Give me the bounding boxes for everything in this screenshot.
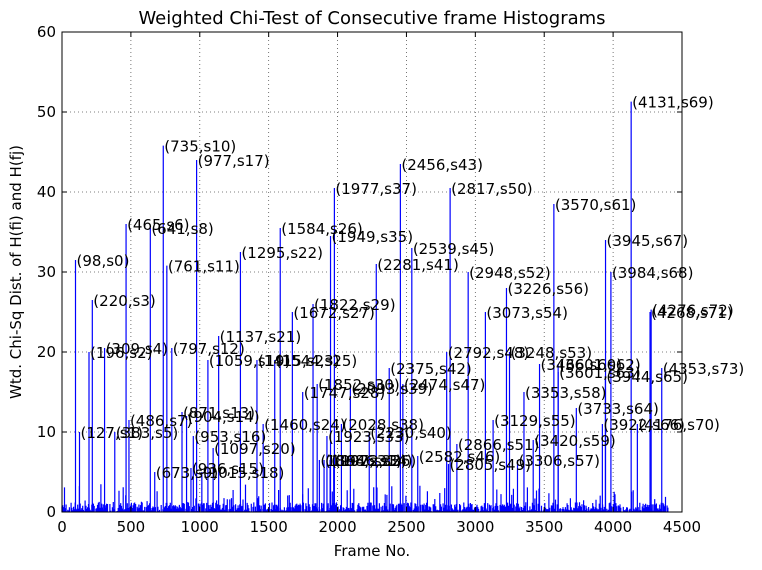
grid — [62, 32, 682, 512]
peak-label: (3248,s53) — [511, 344, 593, 362]
peak-label: (1822,s29) — [314, 296, 396, 314]
peak-label: (761,s11) — [168, 258, 240, 276]
x-tick-label: 3000 — [456, 518, 494, 536]
y-tick-label: 60 — [37, 23, 56, 41]
peak-label: (1747,s28) — [304, 384, 386, 402]
peak-label: (3601,s62) — [559, 356, 641, 374]
peak-label: (1460,s24) — [264, 416, 346, 434]
x-tick-label: 2500 — [387, 518, 425, 536]
peak-label: (1902,s32) — [325, 452, 407, 470]
peak-label: (3601,s63) — [559, 364, 641, 382]
peak-label: (2281,s41) — [377, 256, 459, 274]
peak-label: (2792,s48) — [448, 344, 530, 362]
peak-label: (4268,s71) — [651, 304, 733, 322]
peak-label: (3733,s64) — [577, 400, 659, 418]
peak-label: (2474,s47) — [404, 376, 486, 394]
peak-label: (2230,s40) — [370, 424, 452, 442]
peak-label: (936,s15) — [192, 460, 264, 478]
y-tick-label: 40 — [37, 183, 56, 201]
peak-label: (1923,s33) — [328, 428, 410, 446]
peak-label: (1544,s25) — [276, 352, 358, 370]
peak-label: (2582,s46) — [419, 448, 501, 466]
peak-label: (2866,s51) — [458, 436, 540, 454]
peak-label: (127,s1) — [80, 424, 142, 442]
peak-label: (2948,s52) — [469, 264, 551, 282]
peak-label: (1097,s20) — [214, 440, 296, 458]
peak-label: (3129,s55) — [494, 412, 576, 430]
peak-label: (1972,s36) — [335, 452, 417, 470]
peak-label: (3353,s58) — [525, 384, 607, 402]
peak-label: (1672,s27) — [293, 304, 375, 322]
peak-label: (797,s12) — [173, 340, 245, 358]
x-tick-label: 2000 — [318, 518, 356, 536]
x-tick-label: 4000 — [594, 518, 632, 536]
peak-label: (871,s13) — [183, 404, 255, 422]
peak-label: (1946,s34) — [331, 452, 413, 470]
x-tick-label: 500 — [117, 518, 146, 536]
peak-label: (1949,s35) — [332, 228, 414, 246]
peak-label: (673,s9) — [156, 464, 218, 482]
peak-label: (3466,s60) — [541, 356, 623, 374]
peak-label: (3226,s56) — [507, 280, 589, 298]
peak-label: (2805,s49) — [449, 456, 531, 474]
x-tick-label: 1500 — [250, 518, 288, 536]
peak-label: (2456,s43) — [401, 156, 483, 174]
peak-label: (309,s4) — [106, 340, 168, 358]
peak-labels: (98,s0) (127,s1) (196,s2) (220,s3) (309,s4) (… — [77, 94, 745, 482]
peak-label: (3073,s54) — [486, 304, 568, 322]
peak-label: (3570,s61) — [555, 196, 637, 214]
y-tick-label: 20 — [37, 343, 56, 361]
x-tick-label: 3500 — [525, 518, 563, 536]
axis-ticks: 0 500 1000 1500 2000 2500 3000 3500 4000 4500 0 10 2… — [37, 23, 701, 536]
y-tick-label: 0 — [46, 503, 56, 521]
peak-label: (1059,s19) — [209, 352, 291, 370]
peak-label: (3306,s57) — [518, 452, 600, 470]
peak-label: (4353,s73) — [663, 360, 745, 378]
y-tick-label: 10 — [37, 423, 56, 441]
peak-label: (1852,s30) — [318, 376, 400, 394]
y-axis-label: Wtd. Chi-Sq Dist. of H(fi) and H(fj) — [7, 145, 25, 399]
peak-label: (3944,s65) — [606, 368, 688, 386]
peak-label: (1584,s26) — [281, 220, 363, 238]
peak-label: (2375,s42) — [390, 360, 472, 378]
peak-label: (2028,s38) — [342, 416, 424, 434]
peak-label: (1295,s22) — [241, 244, 323, 262]
chart-title: Weighted Chi-Test of Consecutive frame H… — [138, 8, 605, 29]
peak-label: (2093,s39) — [351, 380, 433, 398]
peak-label: (3945,s67) — [607, 232, 689, 250]
peak-label: (1868,s31) — [320, 452, 402, 470]
x-tick-label: 4500 — [663, 518, 701, 536]
x-tick-label: 0 — [57, 518, 67, 536]
y-tick-label: 50 — [37, 103, 56, 121]
peak-label: (1015,s18) — [203, 464, 285, 482]
peak-label: (1415,s23) — [258, 352, 340, 370]
peak-label: (2539,s45) — [413, 240, 495, 258]
peak-label: (383,s5) — [116, 424, 178, 442]
peak-label: (4276,s72) — [652, 302, 734, 320]
peak-label: (465,s6) — [127, 216, 189, 234]
peak-label: (3984,s68) — [612, 264, 694, 282]
baseline-noise — [61, 484, 669, 512]
x-tick-label: 1000 — [181, 518, 219, 536]
peak-label: (3420,s59) — [534, 432, 616, 450]
peak-label: (4131,s69) — [632, 94, 714, 112]
peak-label: (953,s16) — [194, 428, 266, 446]
peak-label: (3922,s66) — [603, 416, 685, 434]
y-tick-label: 30 — [37, 263, 56, 281]
peak-label: (735,s10) — [164, 138, 236, 156]
peak-label: (641,s8) — [151, 220, 213, 238]
peak-label: (1977,s37) — [335, 180, 417, 198]
peak-label: (904,s14) — [188, 408, 260, 426]
peak-label: (486,s7) — [130, 412, 192, 430]
peak-label: (220,s3) — [93, 292, 155, 310]
peak-label: (1137,s21) — [220, 328, 302, 346]
x-axis-label: Frame No. — [334, 542, 410, 560]
peak-label: (196,s2) — [90, 344, 152, 362]
peak-label: (4176,s70) — [638, 416, 720, 434]
data-series — [61, 101, 669, 512]
peak-label: (98,s0) — [77, 252, 130, 270]
peak-label: (977,s17) — [198, 152, 270, 170]
peak-label: (2817,s50) — [451, 180, 533, 198]
